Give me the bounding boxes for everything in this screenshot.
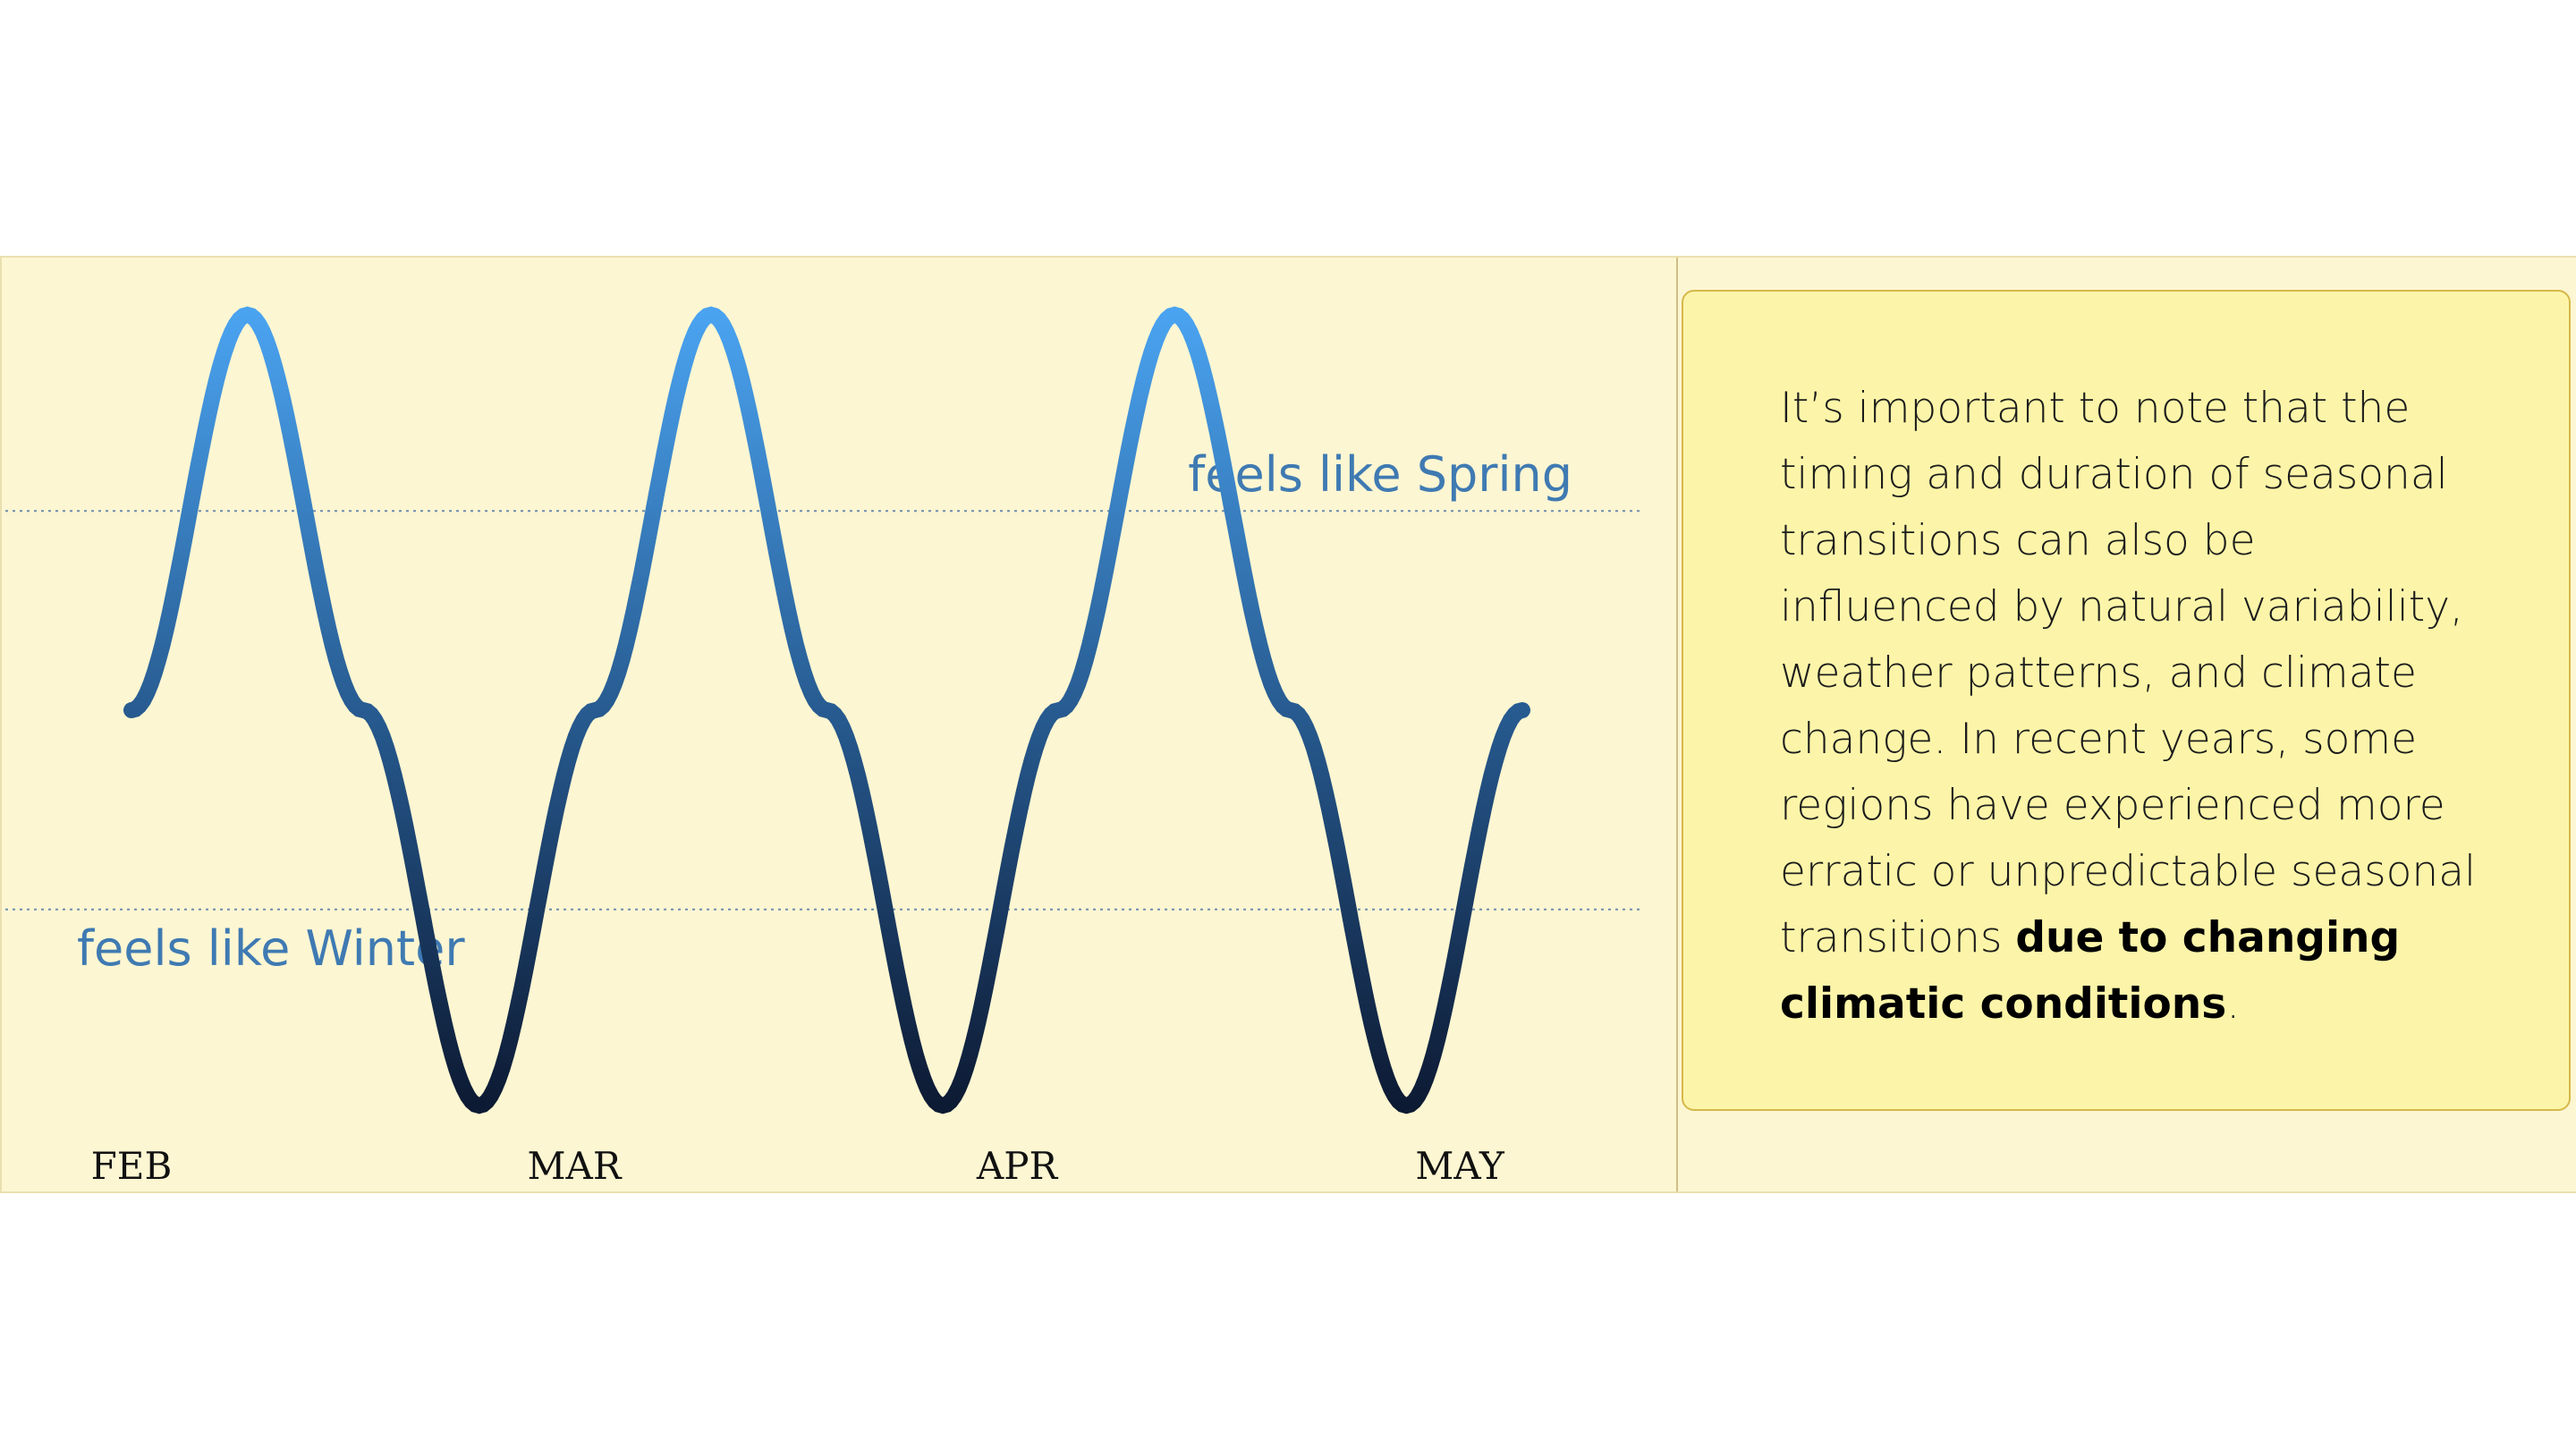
reference-label-winter: feels like Winter [77, 920, 465, 977]
x-tick-label-mar: MAR [528, 1144, 623, 1188]
content-panel: feels like Spring feels like Winter FEB MA… [0, 256, 2576, 1193]
x-tick-label-apr: APR [976, 1144, 1059, 1188]
note-ending: . [2226, 979, 2241, 1029]
note-card: It’s important to note that the timing a… [1682, 290, 2571, 1111]
reference-label-spring: feels like Spring [1188, 446, 1572, 503]
x-tick-label-may: MAY [1415, 1144, 1505, 1188]
note-body: It’s important to note that the timing a… [1780, 384, 2477, 962]
x-tick-label-feb: FEB [91, 1144, 173, 1188]
seasonal-wave-chart: feels like Spring feels like Winter FEB MA… [5, 306, 1644, 1188]
note-emphasis: due to changing climatic conditions [1780, 913, 2401, 1029]
seasonal-wave-line [123, 306, 1530, 1114]
note-text: It’s important to note that the timing a… [1780, 376, 2479, 1038]
panel-divider [1676, 258, 1678, 1191]
